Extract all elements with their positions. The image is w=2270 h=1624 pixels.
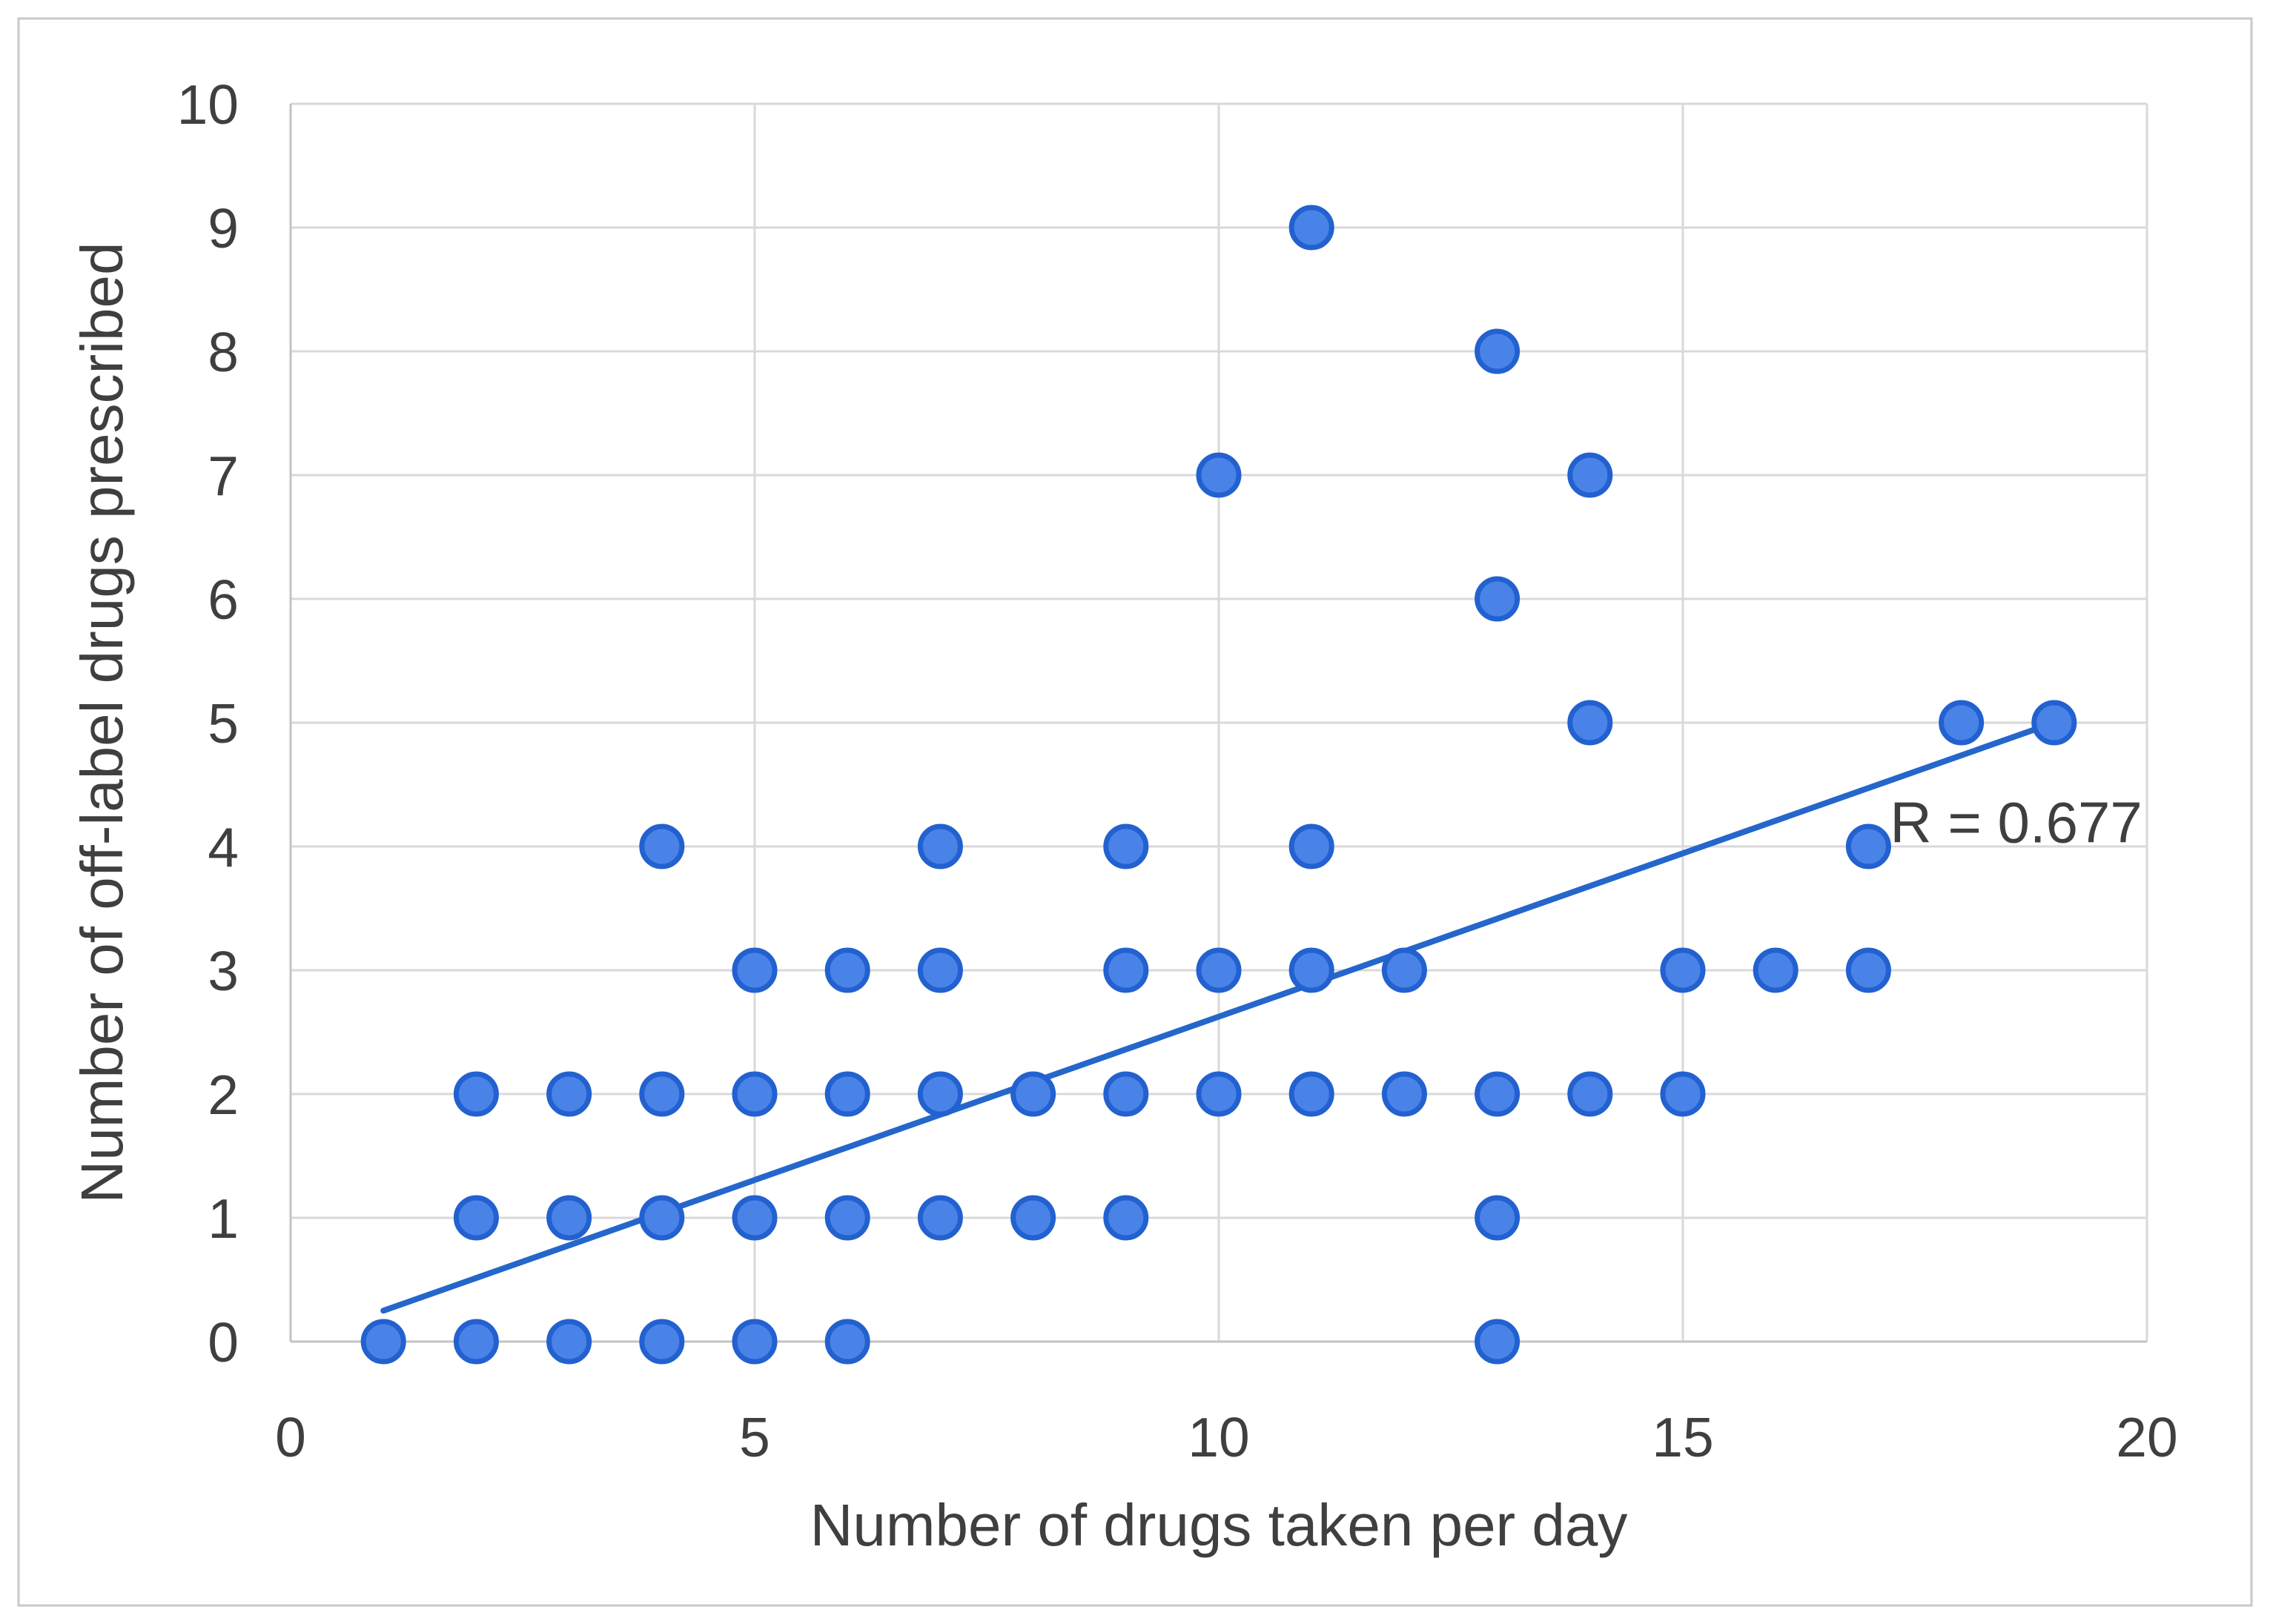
data-point xyxy=(639,823,685,869)
y-tick-label: 1 xyxy=(208,1187,239,1250)
data-point xyxy=(1845,823,1891,869)
data-point xyxy=(1196,947,1242,993)
data-point xyxy=(1288,823,1334,869)
data-point xyxy=(1288,1071,1334,1117)
data-point xyxy=(1567,1071,1613,1117)
data-point xyxy=(732,1071,778,1117)
x-tick-label: 0 xyxy=(275,1406,306,1468)
y-tick-label: 0 xyxy=(208,1311,239,1373)
data-point xyxy=(1010,1195,1056,1241)
data-point xyxy=(1475,1071,1520,1117)
data-point xyxy=(1103,1195,1149,1241)
data-point xyxy=(453,1319,499,1365)
x-tick-label: 5 xyxy=(739,1406,770,1468)
x-tick-label: 10 xyxy=(1188,1406,1249,1468)
trendline-r-label: R = 0.677 xyxy=(1890,790,2142,855)
axes xyxy=(289,104,2147,1343)
data-point xyxy=(1381,1071,1427,1117)
x-axis-title: Number of drugs taken per day xyxy=(810,1492,1628,1558)
data-point xyxy=(917,1071,963,1117)
data-point xyxy=(732,1195,778,1241)
data-point xyxy=(639,1195,685,1241)
data-point xyxy=(917,823,963,869)
y-tick-label: 10 xyxy=(177,73,239,136)
data-point xyxy=(1753,947,1799,993)
y-tick-label: 5 xyxy=(208,692,239,755)
data-point xyxy=(1196,1071,1242,1117)
gridlines xyxy=(291,102,2148,1342)
data-point xyxy=(917,1195,963,1241)
x-tick-label: 20 xyxy=(2116,1406,2177,1468)
y-axis-title: Number of off-label drugs prescribed xyxy=(69,242,135,1204)
data-point xyxy=(639,1319,685,1365)
data-point xyxy=(917,947,963,993)
data-point xyxy=(824,1319,870,1365)
data-point xyxy=(824,1195,870,1241)
data-point xyxy=(1288,947,1334,993)
data-point xyxy=(1475,328,1520,374)
data-point xyxy=(453,1195,499,1241)
data-point xyxy=(732,1319,778,1365)
data-point xyxy=(824,947,870,993)
data-point xyxy=(1288,205,1334,251)
y-tick-label: 6 xyxy=(208,569,239,631)
data-point xyxy=(1939,700,1985,746)
data-point xyxy=(1660,947,1706,993)
data-point xyxy=(360,1319,406,1365)
data-point xyxy=(546,1195,592,1241)
data-point xyxy=(1475,576,1520,622)
data-point xyxy=(1567,700,1613,746)
data-point xyxy=(1103,947,1149,993)
y-tick-label: 3 xyxy=(208,940,239,1002)
data-point xyxy=(1103,823,1149,869)
data-point xyxy=(1196,452,1242,498)
x-tick-label: 15 xyxy=(1652,1406,1713,1468)
data-point xyxy=(1475,1319,1520,1365)
data-point xyxy=(639,1071,685,1117)
data-point xyxy=(824,1071,870,1117)
data-point xyxy=(546,1071,592,1117)
y-tick-label: 9 xyxy=(208,197,239,259)
data-point xyxy=(2031,700,2077,746)
x-tick-labels: 0 5 10 15 20 xyxy=(275,1406,2178,1468)
data-point xyxy=(1103,1071,1149,1117)
y-tick-labels: 0 1 2 3 4 5 6 7 8 9 10 xyxy=(177,73,239,1373)
y-tick-label: 4 xyxy=(208,816,239,878)
y-tick-label: 8 xyxy=(208,321,239,383)
data-point xyxy=(732,947,778,993)
data-point xyxy=(1845,947,1891,993)
data-point xyxy=(1567,452,1613,498)
data-point xyxy=(1381,947,1427,993)
y-tick-label: 2 xyxy=(208,1064,239,1126)
data-point xyxy=(1475,1195,1520,1241)
data-point xyxy=(546,1319,592,1365)
data-point xyxy=(1660,1071,1706,1117)
data-point xyxy=(1010,1071,1056,1117)
data-point xyxy=(453,1071,499,1117)
scatter-points xyxy=(360,205,2077,1365)
y-tick-label: 7 xyxy=(208,445,239,507)
